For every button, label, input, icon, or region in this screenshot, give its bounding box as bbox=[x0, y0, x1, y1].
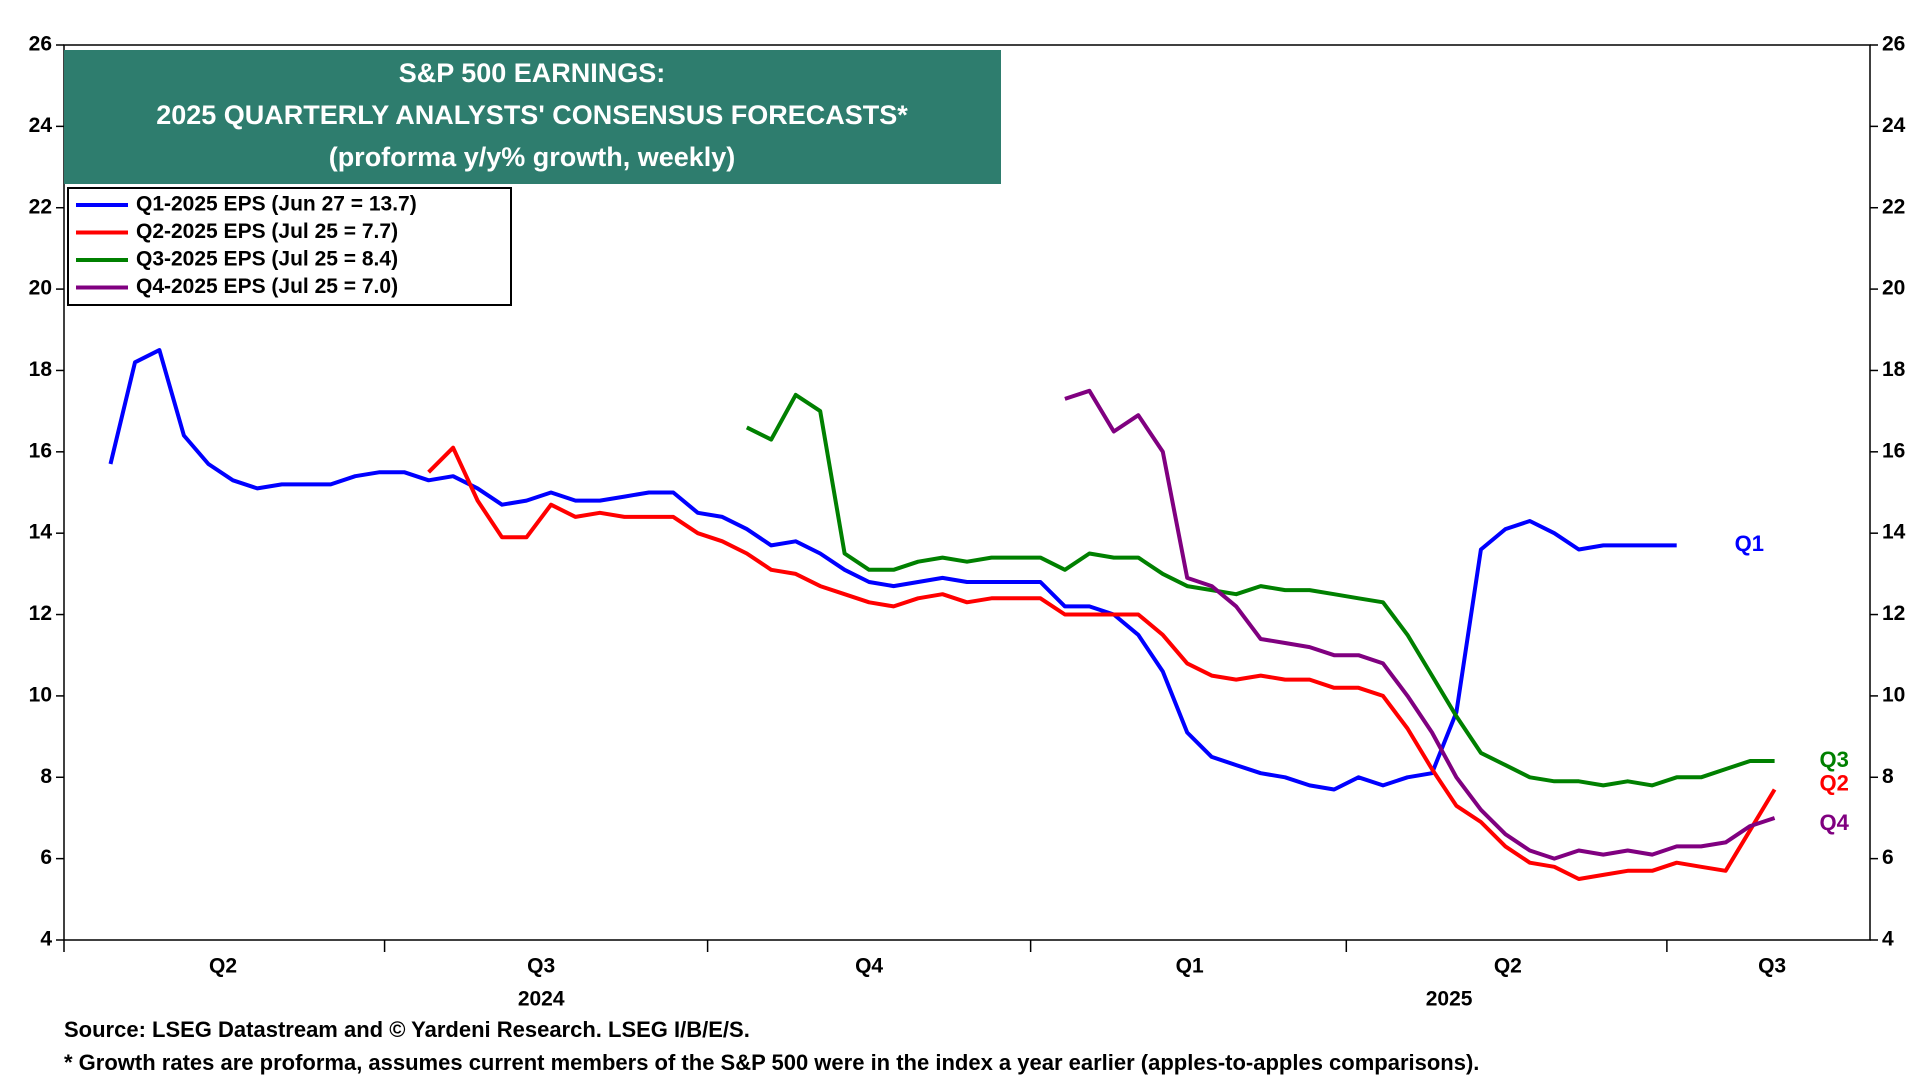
y2-tick-label: 12 bbox=[1882, 602, 1905, 625]
y2-tick-label: 10 bbox=[1882, 683, 1905, 706]
y2-tick-label: 6 bbox=[1882, 846, 1894, 869]
y-tick-label: 18 bbox=[29, 358, 53, 381]
series-end-label: Q4 bbox=[1820, 810, 1850, 835]
y2-tick-label: 14 bbox=[1882, 521, 1906, 544]
title-box bbox=[64, 50, 1001, 184]
y-tick-label: 16 bbox=[29, 439, 52, 462]
plot-frame bbox=[63, 44, 1871, 941]
x-tick-label: Q2 bbox=[1494, 955, 1522, 978]
series-end-label: Q2 bbox=[1820, 770, 1849, 795]
legend-box bbox=[67, 187, 512, 306]
y-tick-label: 22 bbox=[29, 195, 52, 218]
series-line bbox=[745, 392, 1775, 788]
y-tick-label: 12 bbox=[29, 602, 52, 625]
legend-label: Q2-2025 EPS (Jul 25 = 7.7) bbox=[136, 220, 398, 243]
series-end-label: Q1 bbox=[1735, 531, 1764, 556]
y-tick-label: 24 bbox=[29, 114, 53, 137]
y2-tick-label: 8 bbox=[1882, 765, 1894, 788]
y-tick-label: 20 bbox=[29, 277, 52, 300]
year-label: 2024 bbox=[518, 988, 565, 1011]
y2-tick-label: 16 bbox=[1882, 439, 1905, 462]
legend-label: Q4-2025 EPS (Jul 25 = 7.0) bbox=[136, 275, 398, 298]
y2-tick-label: 4 bbox=[1882, 928, 1894, 951]
chart-title: 2025 QUARTERLY ANALYSTS' CONSENSUS FOREC… bbox=[156, 100, 908, 130]
series-end-label: Q3 bbox=[1820, 747, 1849, 772]
y-tick-label: 4 bbox=[40, 928, 52, 951]
x-tick-label: Q3 bbox=[527, 955, 555, 978]
y-tick-label: 6 bbox=[40, 846, 52, 869]
legend-label: Q1-2025 EPS (Jun 27 = 13.7) bbox=[136, 193, 417, 216]
series-line bbox=[1064, 388, 1776, 861]
year-label: 2025 bbox=[1426, 988, 1473, 1011]
legend-label: Q3-2025 EPS (Jul 25 = 8.4) bbox=[136, 248, 398, 271]
y-tick-label: 10 bbox=[29, 683, 52, 706]
x-tick-label: Q2 bbox=[209, 955, 237, 978]
x-tick-label: Q3 bbox=[1758, 955, 1786, 978]
y-tick-label: 14 bbox=[29, 521, 53, 544]
source-note: Source: LSEG Datastream and © Yardeni Re… bbox=[64, 1017, 750, 1042]
y2-tick-label: 24 bbox=[1882, 114, 1906, 137]
chart-subtitle: (proforma y/y% growth, weekly) bbox=[329, 142, 736, 172]
y-tick-label: 26 bbox=[29, 33, 52, 56]
footnote: * Growth rates are proforma, assumes cur… bbox=[64, 1050, 1479, 1075]
y2-tick-label: 20 bbox=[1882, 277, 1905, 300]
series-line bbox=[108, 348, 1677, 792]
series-line bbox=[427, 445, 1777, 881]
y-tick-label: 8 bbox=[40, 765, 52, 788]
y2-tick-label: 18 bbox=[1882, 358, 1906, 381]
x-tick-label: Q4 bbox=[855, 955, 883, 978]
chart-title: S&P 500 EARNINGS: bbox=[399, 58, 666, 88]
y2-tick-label: 22 bbox=[1882, 195, 1905, 218]
y2-tick-label: 26 bbox=[1882, 33, 1905, 56]
x-tick-label: Q1 bbox=[1176, 955, 1204, 978]
